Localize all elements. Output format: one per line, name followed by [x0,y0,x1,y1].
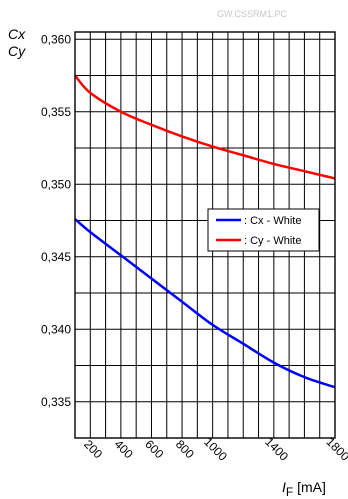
y-tick-label: 0,340 [41,322,71,336]
x-axis-label: IF [mA] [282,479,326,499]
legend: : Cx - White : Cy - White [207,208,320,252]
legend-label-cx: : Cx - White [244,215,301,227]
y-tick-label: 0,355 [41,105,71,119]
y-axis-label-cx: Cx [8,26,26,42]
plot-frame [74,31,336,439]
y-tick-labels: 0,335 0,340 0,345 0,350 0,355 0,360 [41,32,71,409]
legend-label-cy: : Cy - White [244,235,301,247]
x-axis-label-subscript: F [286,485,293,499]
legend-box [207,208,320,252]
watermark: GW.CSSRM1.PC [217,9,288,19]
series-line-cx-white [74,218,336,389]
y-tick-label: 0,350 [41,177,71,191]
y-tick-label: 0,335 [41,395,71,409]
series-group [74,74,336,389]
series-line-cy-white [74,74,336,180]
x-axis-label-unit: [mA] [293,479,326,495]
y-tick-label: 0,360 [41,32,71,46]
y-tick-label: 0,345 [41,250,71,264]
y-axis-label-cy: Cy [8,43,26,59]
x-axis-label-symbol: I [282,479,286,495]
